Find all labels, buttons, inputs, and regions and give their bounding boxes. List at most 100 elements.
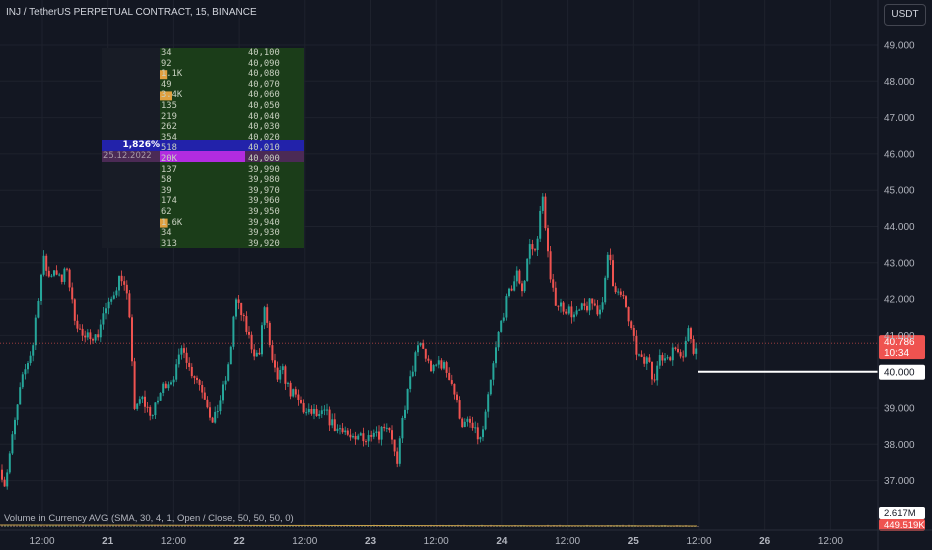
volume-bar xyxy=(37,524,39,527)
candle-body xyxy=(97,334,100,338)
candle-body xyxy=(175,364,178,380)
candle-body xyxy=(313,408,315,414)
candle-body xyxy=(448,372,451,381)
volume-bar xyxy=(280,524,282,527)
y-tick-label: 47.000 xyxy=(884,113,915,124)
candle-body xyxy=(422,342,425,349)
x-tick-label: 22 xyxy=(234,536,246,547)
candle-body xyxy=(53,270,55,276)
candle-body xyxy=(227,364,230,381)
candle-body xyxy=(580,303,583,310)
volume-bar xyxy=(484,525,486,527)
volume-bar xyxy=(109,524,111,527)
volume-bar xyxy=(205,525,207,527)
volume-bar xyxy=(298,525,300,527)
volume-bar xyxy=(310,525,312,527)
x-tick-label: 21 xyxy=(102,536,114,547)
candle-body xyxy=(612,260,614,287)
volume-bar xyxy=(289,525,291,527)
candle-body xyxy=(99,324,102,338)
volume-bar xyxy=(571,525,573,527)
volume-bar xyxy=(220,525,222,527)
volume-bar xyxy=(232,525,234,527)
y-tick-label: 48.000 xyxy=(884,77,915,88)
candle-body xyxy=(372,432,375,437)
volume-bar xyxy=(328,525,330,527)
volume-bar xyxy=(136,525,138,527)
orderbook-qty: 49 xyxy=(161,79,172,90)
candle-body xyxy=(463,421,466,428)
horizontal-line-tag xyxy=(879,364,925,380)
volume-bar xyxy=(22,525,24,527)
candle-body xyxy=(435,364,438,366)
orderbook-price: 40,030 xyxy=(248,122,280,133)
orderbook-price: 40,070 xyxy=(248,79,280,90)
volume-bar xyxy=(604,525,606,527)
volume-bar xyxy=(532,525,534,527)
volume-bar xyxy=(361,525,363,527)
candle-body xyxy=(263,307,266,326)
y-tick-label: 45.000 xyxy=(884,186,915,197)
volume-bar xyxy=(517,525,519,527)
candle-body xyxy=(328,409,331,426)
volume-bar xyxy=(256,525,258,527)
volume-bar xyxy=(91,525,93,527)
candle-body xyxy=(136,403,139,409)
candle-body xyxy=(138,399,141,404)
orderbook-price: 40,100 xyxy=(248,48,280,58)
volume-bar xyxy=(316,525,318,527)
orderbook-row: 137 39,990 xyxy=(160,165,303,175)
volume-bar xyxy=(127,524,129,527)
volume-bar xyxy=(271,524,273,527)
candle-body xyxy=(63,268,66,282)
volume-bar xyxy=(454,525,456,527)
volume-bar xyxy=(103,524,105,527)
orderbook-row: 62 39,950 xyxy=(160,207,303,217)
candle-body xyxy=(658,355,661,366)
volume-bar xyxy=(352,525,354,527)
orderbook-qty: 219 xyxy=(161,111,177,122)
x-tick-label: 12:00 xyxy=(29,536,54,547)
candle-body xyxy=(383,426,386,429)
currency-button[interactable]: USDT xyxy=(884,4,926,26)
candle-body xyxy=(489,379,492,395)
volume-bar xyxy=(85,525,87,527)
candle-body xyxy=(575,310,578,315)
volume-bar xyxy=(337,525,339,527)
candle-body xyxy=(206,399,209,408)
candle-body xyxy=(79,328,81,330)
candle-body xyxy=(32,345,35,356)
orderbook-row: 1.1K 40,080 xyxy=(160,69,303,79)
volume-bar xyxy=(472,525,474,527)
x-tick-label: 25 xyxy=(628,536,640,547)
candle-body xyxy=(76,320,79,329)
candle-body xyxy=(131,317,133,362)
candle-body xyxy=(50,275,53,277)
candle-body xyxy=(677,348,679,353)
candle-body xyxy=(562,302,565,312)
candle-body xyxy=(341,428,344,433)
volume-bar xyxy=(211,525,213,527)
candle-body xyxy=(242,315,245,317)
candle-body xyxy=(258,352,261,355)
volume-bar xyxy=(418,525,420,527)
orderbook-price: 40,060 xyxy=(248,90,280,101)
candle-body xyxy=(651,361,653,380)
candle-body xyxy=(557,305,560,307)
candle-body xyxy=(14,419,16,435)
candle-body xyxy=(495,347,497,364)
candle-body xyxy=(232,316,235,347)
volume-bar xyxy=(304,525,306,527)
volume-bar xyxy=(349,525,351,527)
candle-body xyxy=(245,316,248,332)
volume-bar xyxy=(169,524,171,527)
candle-body xyxy=(656,365,659,381)
candle-body xyxy=(196,377,198,380)
orderbook-price: 39,940 xyxy=(248,217,280,228)
orderbook-price: 39,950 xyxy=(248,207,280,217)
candle-body xyxy=(73,299,76,321)
candle-body xyxy=(437,360,440,365)
orderbook-qty-bar xyxy=(160,70,168,80)
volume-bar xyxy=(142,525,144,527)
